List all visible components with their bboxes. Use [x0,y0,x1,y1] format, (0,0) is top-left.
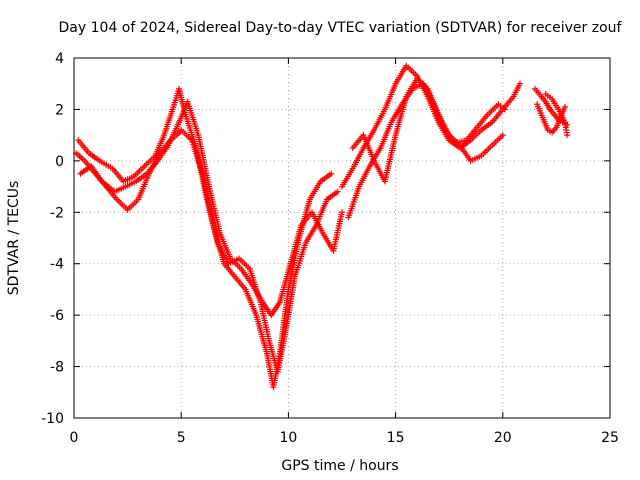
y-tick-label: 0 [55,154,64,170]
y-tick-label: -10 [41,411,64,427]
y-tick-label: -4 [50,257,64,273]
grid [74,58,610,418]
x-tick-label: 15 [387,430,405,446]
x-tick-label: 5 [177,430,186,446]
data-point [339,209,345,216]
data-point [334,188,341,195]
x-axis-label: GPS time / hours [281,458,398,474]
data-point [564,132,571,139]
data-point [501,106,508,113]
data-point [499,132,506,139]
axis-ticks: 0 5 10 15 20 25 -10 -8 -6 -4 -2 0 2 4 [41,51,619,446]
data-point [328,170,335,177]
x-tick-label: 0 [70,430,79,446]
y-tick-label: -6 [50,308,64,324]
chart-title: Day 104 of 2024, Sidereal Day-to-day VTE… [59,20,623,36]
y-tick-label: -2 [50,205,64,221]
plot-frame [73,57,611,419]
y-tick-label: 2 [55,102,64,118]
data-point [516,80,523,87]
y-axis-label: SDTVAR / TECUs [6,181,22,296]
y-tick-label: 4 [55,51,64,67]
x-tick-label: 25 [601,430,619,446]
x-tick-label: 10 [279,430,297,446]
data-point [561,103,568,110]
y-tick-label: -8 [50,360,64,376]
data-points [73,62,571,391]
x-tick-label: 20 [494,430,512,446]
